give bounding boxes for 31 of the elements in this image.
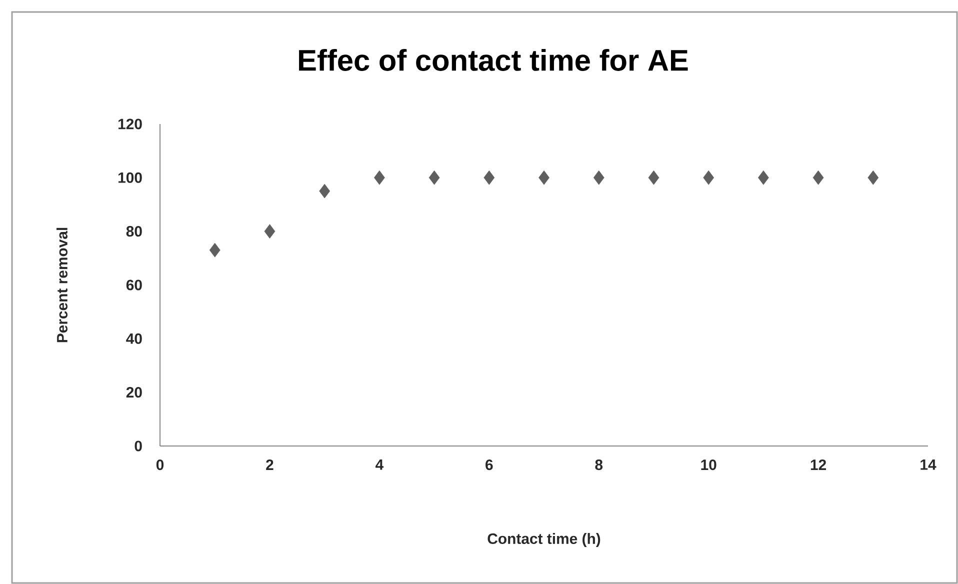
y-tick-label: 40 — [126, 333, 142, 344]
point — [209, 242, 220, 258]
y-axis-title: Percent removal — [56, 228, 68, 342]
point — [484, 170, 495, 185]
point — [868, 170, 879, 185]
y-tick-label: 120 — [118, 118, 142, 130]
y-tick-label: 100 — [118, 172, 142, 183]
point — [758, 170, 769, 185]
y-tick-label: 60 — [126, 280, 142, 290]
y-tick-label: 80 — [126, 226, 142, 237]
chart-title: Effec of contact time for AE — [299, 49, 688, 71]
point — [648, 170, 660, 185]
point — [703, 170, 714, 185]
point — [812, 170, 824, 185]
x-tick-label: 4 — [376, 460, 384, 470]
point — [538, 170, 550, 185]
point — [593, 170, 604, 185]
x-tick-label: 0 — [156, 460, 164, 470]
x-axis-title: Contact time (h) — [488, 533, 600, 547]
x-tick-label: 12 — [810, 460, 826, 470]
x-tick-label: 10 — [701, 460, 716, 470]
x-tick-label: 14 — [920, 460, 936, 470]
point — [428, 170, 440, 185]
x-tick-label: 8 — [595, 460, 603, 470]
point — [319, 184, 330, 198]
x-tick-label: 6 — [486, 460, 493, 470]
y-tick-label: 20 — [126, 387, 142, 398]
point — [374, 170, 385, 185]
y-tick-label: 0 — [134, 440, 142, 452]
point — [264, 224, 276, 239]
x-tick-label: 2 — [266, 460, 274, 470]
